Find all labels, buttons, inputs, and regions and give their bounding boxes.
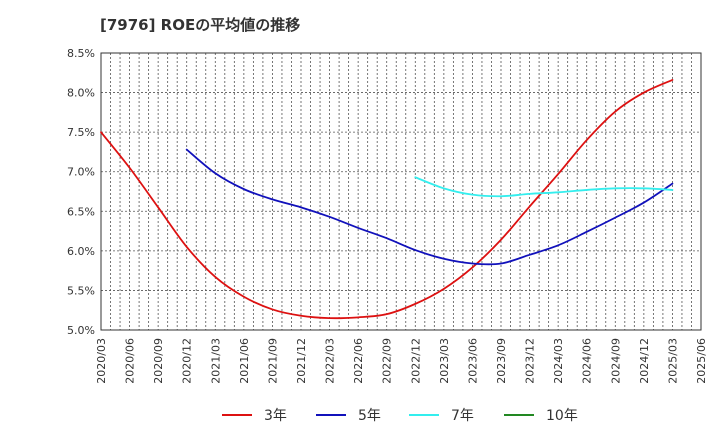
x-tick-label: 2025/06 (695, 338, 708, 384)
y-tick-label: 6.0% (67, 245, 95, 258)
x-tick-label: 2025/03 (666, 338, 679, 384)
legend-label: 3年 (264, 408, 287, 424)
x-tick-label: 2023/09 (495, 338, 508, 384)
x-tick-label: 2024/03 (552, 338, 565, 384)
x-tick-label: 2023/12 (524, 338, 537, 384)
y-tick-label: 8.5% (67, 47, 95, 60)
y-tick-label: 5.0% (67, 324, 95, 337)
x-tick-label: 2021/09 (266, 338, 279, 384)
x-tick-label: 2024/12 (638, 338, 651, 384)
series-line-1 (100, 79, 674, 320)
y-tick-label: 5.5% (67, 284, 95, 297)
y-tick-label: 7.0% (67, 166, 95, 179)
y-tick-label: 8.0% (67, 87, 95, 100)
legend-label: 7年 (451, 408, 474, 424)
x-tick-label: 2022/09 (381, 338, 394, 384)
series-line-2 (185, 148, 674, 266)
series-lines (100, 79, 674, 320)
x-tick-label: 2022/12 (409, 338, 422, 384)
legend-label: 10年 (546, 408, 578, 424)
x-axis-tick-labels: 2020/03 2020/06 2020/09 2020/12 2021/03 2021/… (95, 338, 708, 384)
x-tick-label: 2020/03 (95, 338, 108, 384)
series-line-3 (414, 176, 674, 198)
chart-title: [7976] ROEの平均値の推移 (100, 16, 301, 34)
x-tick-label: 2021/06 (238, 338, 251, 384)
y-axis-tick-labels: 5.0% 5.5% 6.0% 6.5% 7.0% 7.5% 8.0% 8.5% (67, 47, 95, 337)
x-tick-label: 2022/06 (352, 338, 365, 384)
x-tick-label: 2021/12 (295, 338, 308, 384)
x-tick-label: 2020/09 (152, 338, 165, 384)
legend: 3年 5年 7年 10年 (222, 408, 578, 424)
legend-label: 5年 (358, 408, 381, 424)
x-tick-label: 2023/03 (438, 338, 451, 384)
y-tick-label: 7.5% (67, 126, 95, 139)
x-tick-label: 2022/03 (324, 338, 337, 384)
x-tick-label: 2020/06 (124, 338, 137, 384)
plot-area-frame (100, 52, 702, 331)
x-tick-label: 2024/06 (581, 338, 594, 384)
x-tick-label: 2024/09 (609, 338, 622, 384)
x-tick-label: 2021/03 (209, 338, 222, 384)
x-tick-label: 2023/06 (466, 338, 479, 384)
x-tick-label: 2020/12 (181, 338, 194, 384)
y-tick-label: 6.5% (67, 205, 95, 218)
grid-lines (100, 52, 701, 331)
